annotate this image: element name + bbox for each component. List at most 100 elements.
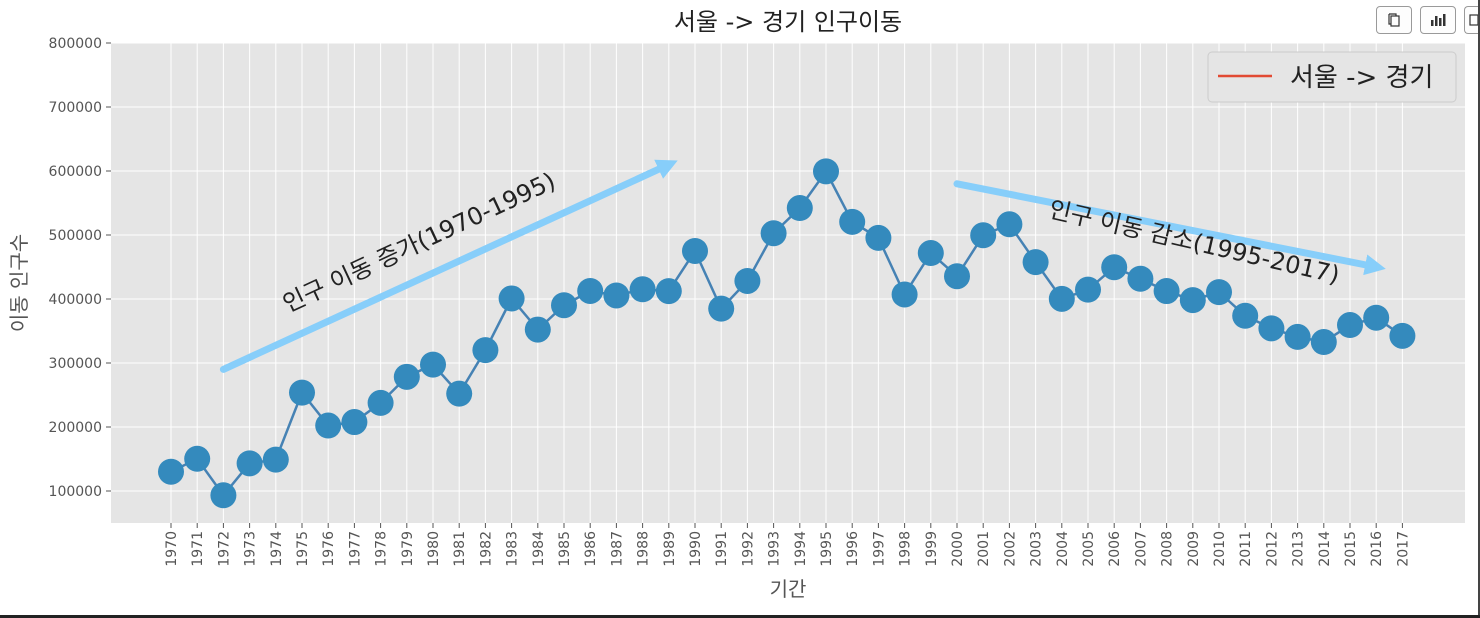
series-markers [158, 158, 1416, 509]
annotation-arrows [219, 159, 1386, 373]
x-tick-label: 1977 [347, 531, 363, 567]
y-tick-label: 100000 [49, 484, 102, 500]
data-point [577, 277, 604, 304]
window-icon [1468, 14, 1478, 26]
x-tick-label: 1995 [819, 531, 835, 567]
data-point [734, 267, 761, 294]
copy-icon [1388, 13, 1400, 27]
x-axis-ticks: 1970 1971 1972 1973 1974 1975 1976 1977 1978 1979… [164, 523, 1411, 567]
data-point [629, 276, 656, 303]
x-tick-label: 1991 [714, 531, 730, 567]
data-point [289, 379, 315, 406]
x-tick-label: 1978 [374, 531, 390, 567]
data-point [603, 282, 630, 309]
data-point [655, 278, 682, 305]
x-tick-label: 1989 [662, 531, 678, 567]
x-tick-label: 1993 [767, 531, 783, 567]
x-tick-label: 2016 [1369, 531, 1385, 567]
annotation-arrow [953, 180, 1386, 276]
data-point [1337, 312, 1363, 339]
y-tick-label: 400000 [49, 292, 102, 308]
data-point [1153, 278, 1180, 305]
data-point [315, 412, 342, 439]
window-button[interactable] [1464, 6, 1480, 34]
data-point [1363, 304, 1390, 331]
chart-title: 서울 -> 경기 인구이동 [674, 8, 902, 36]
x-axis-label: 기간 [770, 577, 807, 601]
y-tick-label: 600000 [49, 164, 102, 180]
x-tick-label: 1979 [400, 531, 416, 567]
x-tick-label: 1990 [688, 531, 704, 567]
bar-chart-icon [1431, 14, 1446, 26]
window-border-right [1478, 0, 1480, 618]
y-tick-label: 300000 [49, 356, 102, 372]
data-point [1101, 254, 1128, 281]
x-tick-label: 1973 [243, 531, 259, 567]
x-tick-label: 2011 [1238, 531, 1254, 567]
data-point [262, 446, 289, 473]
x-tick-label: 1999 [924, 531, 940, 567]
data-point [944, 263, 970, 290]
data-point [786, 195, 813, 222]
x-tick-label: 2009 [1186, 531, 1202, 567]
x-tick-label: 1988 [636, 531, 652, 567]
x-tick-label: 1970 [164, 531, 180, 567]
annotation-arrow [219, 159, 678, 373]
x-tick-label: 2007 [1133, 531, 1149, 567]
data-point [236, 450, 263, 477]
y-tick-label: 500000 [49, 228, 102, 244]
x-tick-label: 1994 [793, 531, 809, 567]
data-point [1048, 285, 1075, 312]
data-point [1127, 265, 1154, 292]
data-point [1206, 279, 1232, 306]
data-point [839, 208, 866, 235]
x-tick-label: 1986 [583, 531, 599, 567]
data-point [393, 363, 420, 390]
x-tick-label: 2017 [1395, 531, 1411, 567]
x-tick-label: 2004 [1055, 531, 1071, 567]
copy-button[interactable] [1376, 6, 1412, 34]
data-point [498, 285, 525, 312]
data-point [917, 240, 944, 267]
x-tick-label: 2012 [1264, 531, 1280, 567]
bar-chart-button[interactable] [1420, 6, 1456, 34]
x-tick-label: 1997 [871, 531, 887, 567]
x-tick-label: 1985 [557, 531, 573, 567]
data-point [760, 220, 787, 247]
data-point [446, 380, 473, 407]
data-point [1258, 315, 1285, 342]
data-point [1284, 323, 1311, 350]
data-point [420, 351, 446, 378]
window-border-bottom [0, 615, 1480, 618]
x-tick-label: 1984 [531, 531, 547, 567]
data-point [970, 222, 997, 249]
y-tick-label: 700000 [49, 100, 102, 116]
data-point [708, 295, 735, 322]
data-point [551, 292, 577, 319]
data-point [865, 224, 892, 251]
x-tick-label: 1982 [478, 531, 494, 567]
data-point [1179, 287, 1206, 314]
x-tick-label: 1987 [609, 531, 625, 567]
y-axis-label: 이동 인구수 [7, 234, 31, 332]
data-point [524, 316, 551, 343]
data-point [682, 237, 708, 264]
x-tick-label: 2002 [1002, 531, 1018, 567]
data-point [1232, 302, 1259, 329]
x-tick-label: 1998 [898, 531, 914, 567]
x-tick-label: 1980 [426, 531, 442, 567]
data-point [1022, 249, 1049, 276]
data-point [1075, 276, 1101, 303]
data-point [367, 389, 394, 416]
legend-label: 서울 -> 경기 [1290, 63, 1433, 93]
data-point [996, 211, 1023, 238]
y-tick-label: 800000 [49, 36, 102, 52]
legend-box [1207, 51, 1457, 103]
x-tick-label: 2010 [1212, 531, 1228, 567]
x-tick-label: 2008 [1160, 531, 1176, 567]
data-point [472, 337, 499, 364]
plot-area [111, 43, 1465, 523]
x-tick-label: 2006 [1107, 531, 1123, 567]
x-tick-label: 2015 [1343, 531, 1359, 567]
